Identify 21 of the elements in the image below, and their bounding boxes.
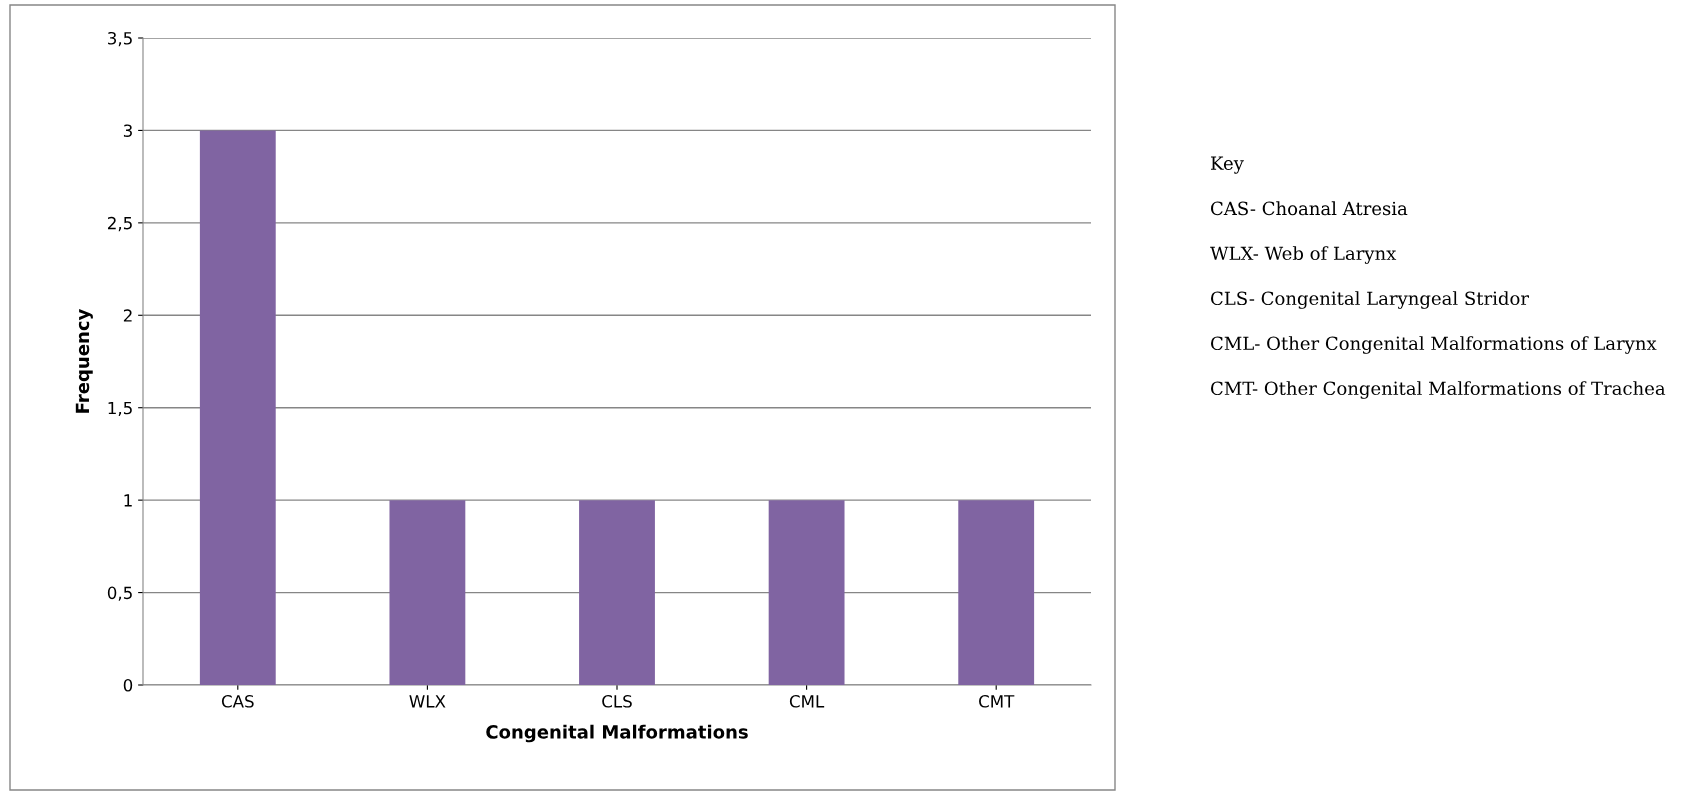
x-tick-label: CLS (602, 695, 632, 708)
text: CML- Other Congenital Malformations of Larynx (1211, 336, 1657, 354)
x-tick-label: CML (789, 695, 825, 708)
y-tick-label: 0,5 (107, 586, 132, 601)
y-tick-label: 0 (123, 678, 133, 692)
y-tick-label: 2,5 (107, 216, 132, 232)
y-tick-label: 1,5 (108, 401, 132, 416)
y-tick-label: 2 (123, 309, 132, 322)
text: CAS- Choanal Atresia (1211, 201, 1408, 216)
text: Key (1211, 156, 1244, 174)
y-tick-label: 1 (124, 494, 132, 507)
x-tick-label: CMT (979, 695, 1015, 708)
text: WLX- Web of Larynx (1210, 246, 1397, 264)
x-tick-label: CAS (221, 695, 254, 708)
y-axis-title: Frequency (75, 308, 93, 413)
x-tick-label: WLX (409, 695, 446, 708)
text: CLS- Congenital Laryngeal Stridor (1211, 291, 1529, 309)
y-tick-label: 3,5 (108, 31, 132, 47)
x-axis-title: Congenital Malformations (486, 724, 748, 743)
text: CMT- Other Congenital Malformations of Trachea (1211, 381, 1666, 399)
y-tick-label: 3 (123, 124, 132, 137)
